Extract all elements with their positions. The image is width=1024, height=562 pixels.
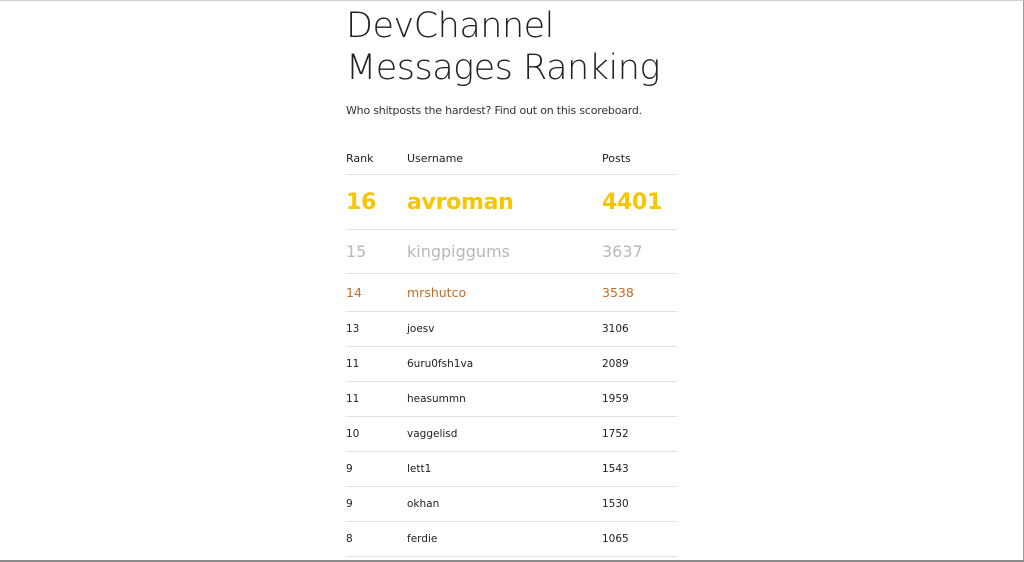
table-row: 9 okhan 1530 xyxy=(346,486,677,522)
username-cell: mrshutco xyxy=(407,273,602,312)
posts-cell: 3637 xyxy=(602,229,677,274)
username-cell: kingpiggums xyxy=(407,229,602,274)
page-title: DevChannel Messages Ranking xyxy=(346,1,677,89)
table-row-first-place: 16 avroman 4401 xyxy=(346,174,677,230)
table-row: 10 vaggelisd 1752 xyxy=(346,416,677,452)
rank-cell: 9 xyxy=(346,486,407,522)
username-cell: 6uru0fsh1va xyxy=(407,346,602,382)
rank-cell: 14 xyxy=(346,273,407,312)
table-row: 11 6uru0fsh1va 2089 xyxy=(346,346,677,382)
username-cell: okhan xyxy=(407,486,602,522)
page-subtitle: Who shitposts the hardest? Find out on t… xyxy=(346,104,642,117)
main-content: DevChannel Messages Ranking Who shitpost… xyxy=(346,1,677,557)
table-row-second-place: 15 kingpiggums 3637 xyxy=(346,229,677,274)
column-header-rank: Rank xyxy=(346,142,407,175)
column-header-username: Username xyxy=(407,142,602,175)
posts-cell: 1543 xyxy=(602,451,677,487)
posts-cell: 1530 xyxy=(602,486,677,522)
username-cell: lett1 xyxy=(407,451,602,487)
posts-cell: 3538 xyxy=(602,273,677,312)
table-row: 8 ferdie 1065 xyxy=(346,521,677,557)
rank-cell: 15 xyxy=(346,229,407,274)
table-row: 9 lett1 1543 xyxy=(346,451,677,487)
username-cell: ferdie xyxy=(407,521,602,557)
rank-cell: 11 xyxy=(346,381,407,417)
table-row-third-place: 14 mrshutco 3538 xyxy=(346,273,677,312)
username-cell: joesv xyxy=(407,311,602,347)
page-title-line2: Messages Ranking xyxy=(346,48,660,88)
table-row: 11 heasummn 1959 xyxy=(346,381,677,417)
ranking-table-body: 16 avroman 4401 15 kingpiggums 3637 14 m… xyxy=(346,174,677,557)
rank-cell: 11 xyxy=(346,346,407,382)
posts-cell: 3106 xyxy=(602,311,677,347)
username-cell: avroman xyxy=(407,174,602,230)
username-cell: heasummn xyxy=(407,381,602,417)
rank-cell: 10 xyxy=(346,416,407,452)
rank-cell: 16 xyxy=(346,174,407,230)
posts-cell: 4401 xyxy=(602,174,677,230)
posts-cell: 2089 xyxy=(602,346,677,382)
posts-cell: 1752 xyxy=(602,416,677,452)
ranking-table-header: Rank Username Posts xyxy=(346,142,677,175)
ranking-table: Rank Username Posts 16 avroman 4401 15 k… xyxy=(346,142,677,557)
table-row: 13 joesv 3106 xyxy=(346,311,677,347)
posts-cell: 1959 xyxy=(602,381,677,417)
rank-cell: 13 xyxy=(346,311,407,347)
header-row: Rank Username Posts xyxy=(346,142,677,175)
column-header-posts: Posts xyxy=(602,142,677,175)
rank-cell: 8 xyxy=(346,521,407,557)
page-title-line1: DevChannel xyxy=(346,6,554,46)
rank-cell: 9 xyxy=(346,451,407,487)
username-cell: vaggelisd xyxy=(407,416,602,452)
posts-cell: 1065 xyxy=(602,521,677,557)
